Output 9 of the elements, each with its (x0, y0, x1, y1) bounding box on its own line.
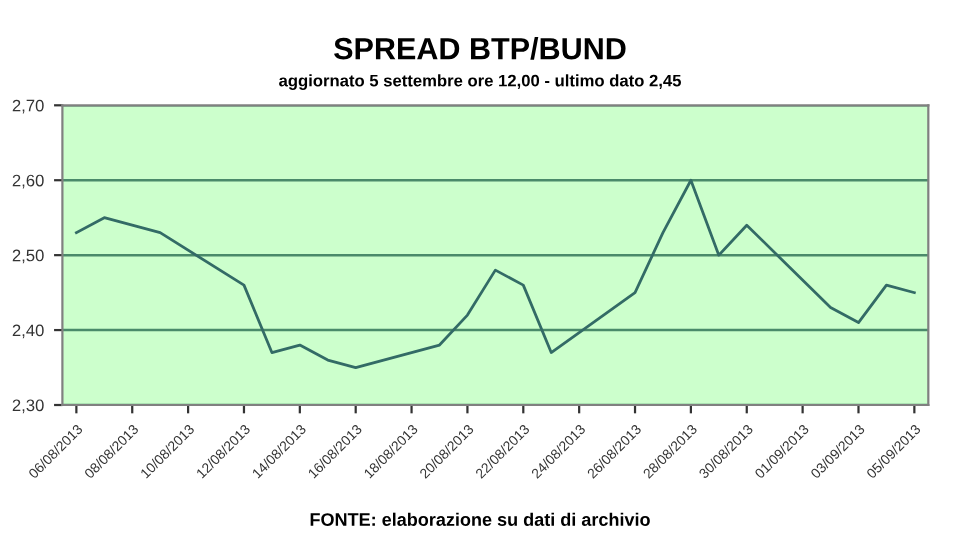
y-tick-label: 2,30 (12, 399, 44, 414)
chart-subtitle: aggiornato 5 settembre ore 12,00 - ultimo dato 2,45 (279, 74, 681, 90)
y-tick-label: 2,50 (12, 249, 44, 264)
y-tick-label: 2,70 (12, 99, 44, 114)
chart-title: SPREAD BTP/BUND (334, 37, 626, 60)
y-tick-label: 2,60 (12, 174, 44, 189)
source-note: FONTE: elaborazione su dati di archivio (310, 512, 650, 526)
y-tick-label: 2,40 (12, 324, 44, 339)
line-series (74, 178, 916, 369)
